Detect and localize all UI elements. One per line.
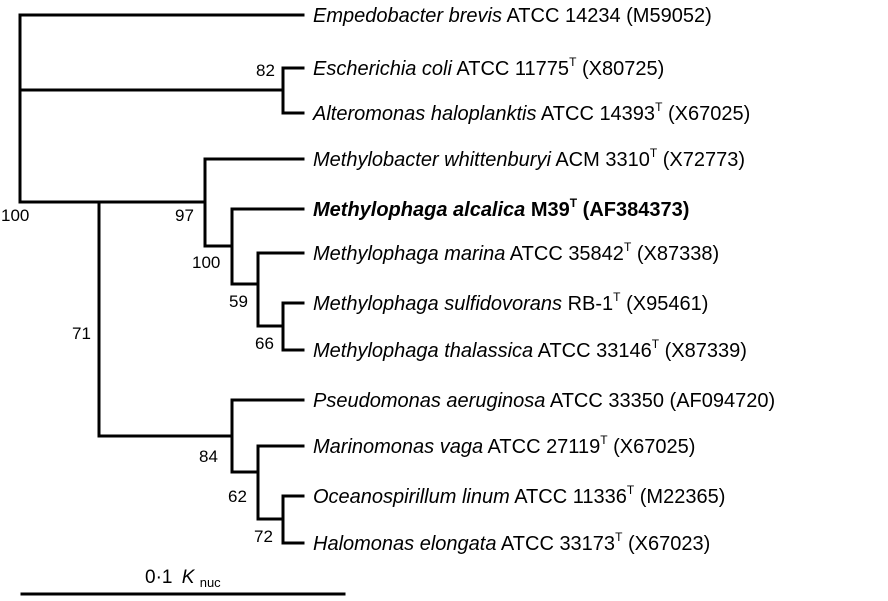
taxon-accession: (X87338)	[631, 243, 719, 265]
taxon-strain: ATCC 33173	[496, 533, 615, 555]
type-strain-marker: T	[570, 196, 578, 210]
taxon-label-marina: Methylophaga marina ATCC 35842T (X87338)	[313, 240, 719, 265]
taxon-species-name: Oceanospirillum linum	[313, 486, 510, 508]
taxon-strain: ACM 3310	[551, 149, 650, 171]
type-strain-marker: T	[624, 240, 632, 254]
bootstrap-values: 82 100 97 100 59 66 71 84 62 72	[1, 61, 275, 546]
taxon-species-name: Alteromonas haloplanktis	[312, 103, 536, 125]
taxon-strain: ATCC 14234	[502, 5, 621, 27]
taxon-accession: (X67023)	[622, 533, 710, 555]
taxon-species-name: Methylophaga alcalica	[313, 199, 525, 221]
taxon-strain: ATCC 14393	[536, 103, 655, 125]
type-strain-marker: T	[613, 290, 621, 304]
taxon-strain: ATCC 33350	[545, 390, 664, 412]
taxon-accession: (X67025)	[608, 436, 696, 458]
taxon-accession: (M59052)	[621, 5, 712, 27]
scale-bar-label: 0·1 K nuc	[145, 567, 221, 590]
taxon-accession: (X95461)	[621, 293, 709, 315]
taxon-species-name: Methylophaga sulfidovorans	[313, 293, 562, 315]
taxon-species-name: Methylophaga thalassica	[313, 340, 533, 362]
taxon-strain: ATCC 27119	[483, 436, 600, 458]
type-strain-marker: T	[650, 146, 658, 160]
scale-bar: 0·1 K nuc	[20, 567, 346, 596]
bootstrap-marino-group: 62	[228, 487, 247, 506]
type-strain-marker: T	[627, 483, 635, 497]
type-strain-marker: T	[655, 100, 663, 114]
bootstrap-ecoli-altero: 82	[256, 61, 275, 80]
taxon-accession: (AF384373)	[577, 199, 689, 221]
taxon-accession: (X87339)	[659, 340, 747, 362]
taxon-accession: (X80725)	[576, 58, 664, 80]
scale-bar-unit: K	[182, 567, 196, 588]
bootstrap-methylo-group: 97	[175, 206, 194, 225]
taxon-label-pseudomonas: Pseudomonas aeruginosa ATCC 33350 (AF094…	[313, 390, 775, 412]
taxon-species-name: Halomonas elongata	[313, 533, 496, 555]
type-strain-marker: T	[569, 55, 577, 69]
bootstrap-gamma-group: 71	[72, 324, 91, 343]
bootstrap-marina-group: 59	[229, 292, 248, 311]
bootstrap-alcalica-group: 100	[192, 253, 220, 272]
taxon-strain: RB-1	[562, 293, 613, 315]
taxon-species-name: Methylophaga marina	[313, 243, 505, 265]
taxon-label-escherichia: Escherichia coli ATCC 11775T (X80725)	[313, 55, 664, 80]
taxon-species-name: Pseudomonas aeruginosa	[313, 390, 545, 412]
taxon-label-halomonas: Halomonas elongata ATCC 33173T (X67023)	[313, 530, 710, 555]
bootstrap-sulf-thal: 66	[255, 334, 274, 353]
taxon-strain: ATCC 11775	[452, 58, 569, 80]
bootstrap-pseudo-group: 84	[199, 447, 218, 466]
taxon-label-sulfidovorans: Methylophaga sulfidovorans RB-1T (X95461…	[313, 290, 708, 315]
taxon-species-name: Empedobacter brevis	[313, 5, 502, 27]
taxon-strain: ATCC 11336	[510, 486, 627, 508]
taxon-label-alteromonas: Alteromonas haloplanktis ATCC 14393T (X6…	[312, 100, 750, 125]
taxon-accession: (M22365)	[634, 486, 725, 508]
taxon-strain: M39	[525, 199, 569, 221]
taxon-accession: (AF094720)	[664, 390, 775, 412]
scale-bar-value: 0·1	[145, 567, 172, 588]
tree-branches	[18, 13, 305, 545]
scale-bar-unit-subscript: nuc	[200, 575, 221, 590]
taxon-label-marinomonas: Marinomonas vaga ATCC 27119T (X67025)	[313, 433, 695, 458]
bootstrap-root: 100	[1, 206, 29, 225]
bootstrap-oceano-halo: 72	[254, 527, 273, 546]
taxon-species-name: Escherichia coli	[313, 58, 453, 80]
type-strain-marker: T	[600, 433, 608, 447]
type-strain-marker: T	[615, 530, 623, 544]
taxon-label-empedobacter: Empedobacter brevis ATCC 14234 (M59052)	[313, 5, 712, 27]
taxon-strain: ATCC 35842	[505, 243, 624, 265]
taxon-label-alcalica: Methylophaga alcalica M39T (AF384373)	[313, 196, 689, 221]
taxon-species-name: Methylobacter whittenburyi	[313, 149, 551, 171]
taxon-species-name: Marinomonas vaga	[313, 436, 483, 458]
taxon-label-methylobacter: Methylobacter whittenburyi ACM 3310T (X7…	[313, 146, 745, 171]
taxon-strain: ATCC 33146	[533, 340, 652, 362]
taxon-label-oceanospirillum: Oceanospirillum linum ATCC 11336T (M2236…	[313, 483, 725, 508]
type-strain-marker: T	[652, 337, 660, 351]
taxon-labels: Empedobacter brevis ATCC 14234 (M59052)E…	[312, 5, 775, 555]
taxon-accession: (X72773)	[657, 149, 745, 171]
taxon-accession: (X67025)	[662, 103, 750, 125]
taxon-label-thalassica: Methylophaga thalassica ATCC 33146T (X87…	[313, 337, 747, 362]
